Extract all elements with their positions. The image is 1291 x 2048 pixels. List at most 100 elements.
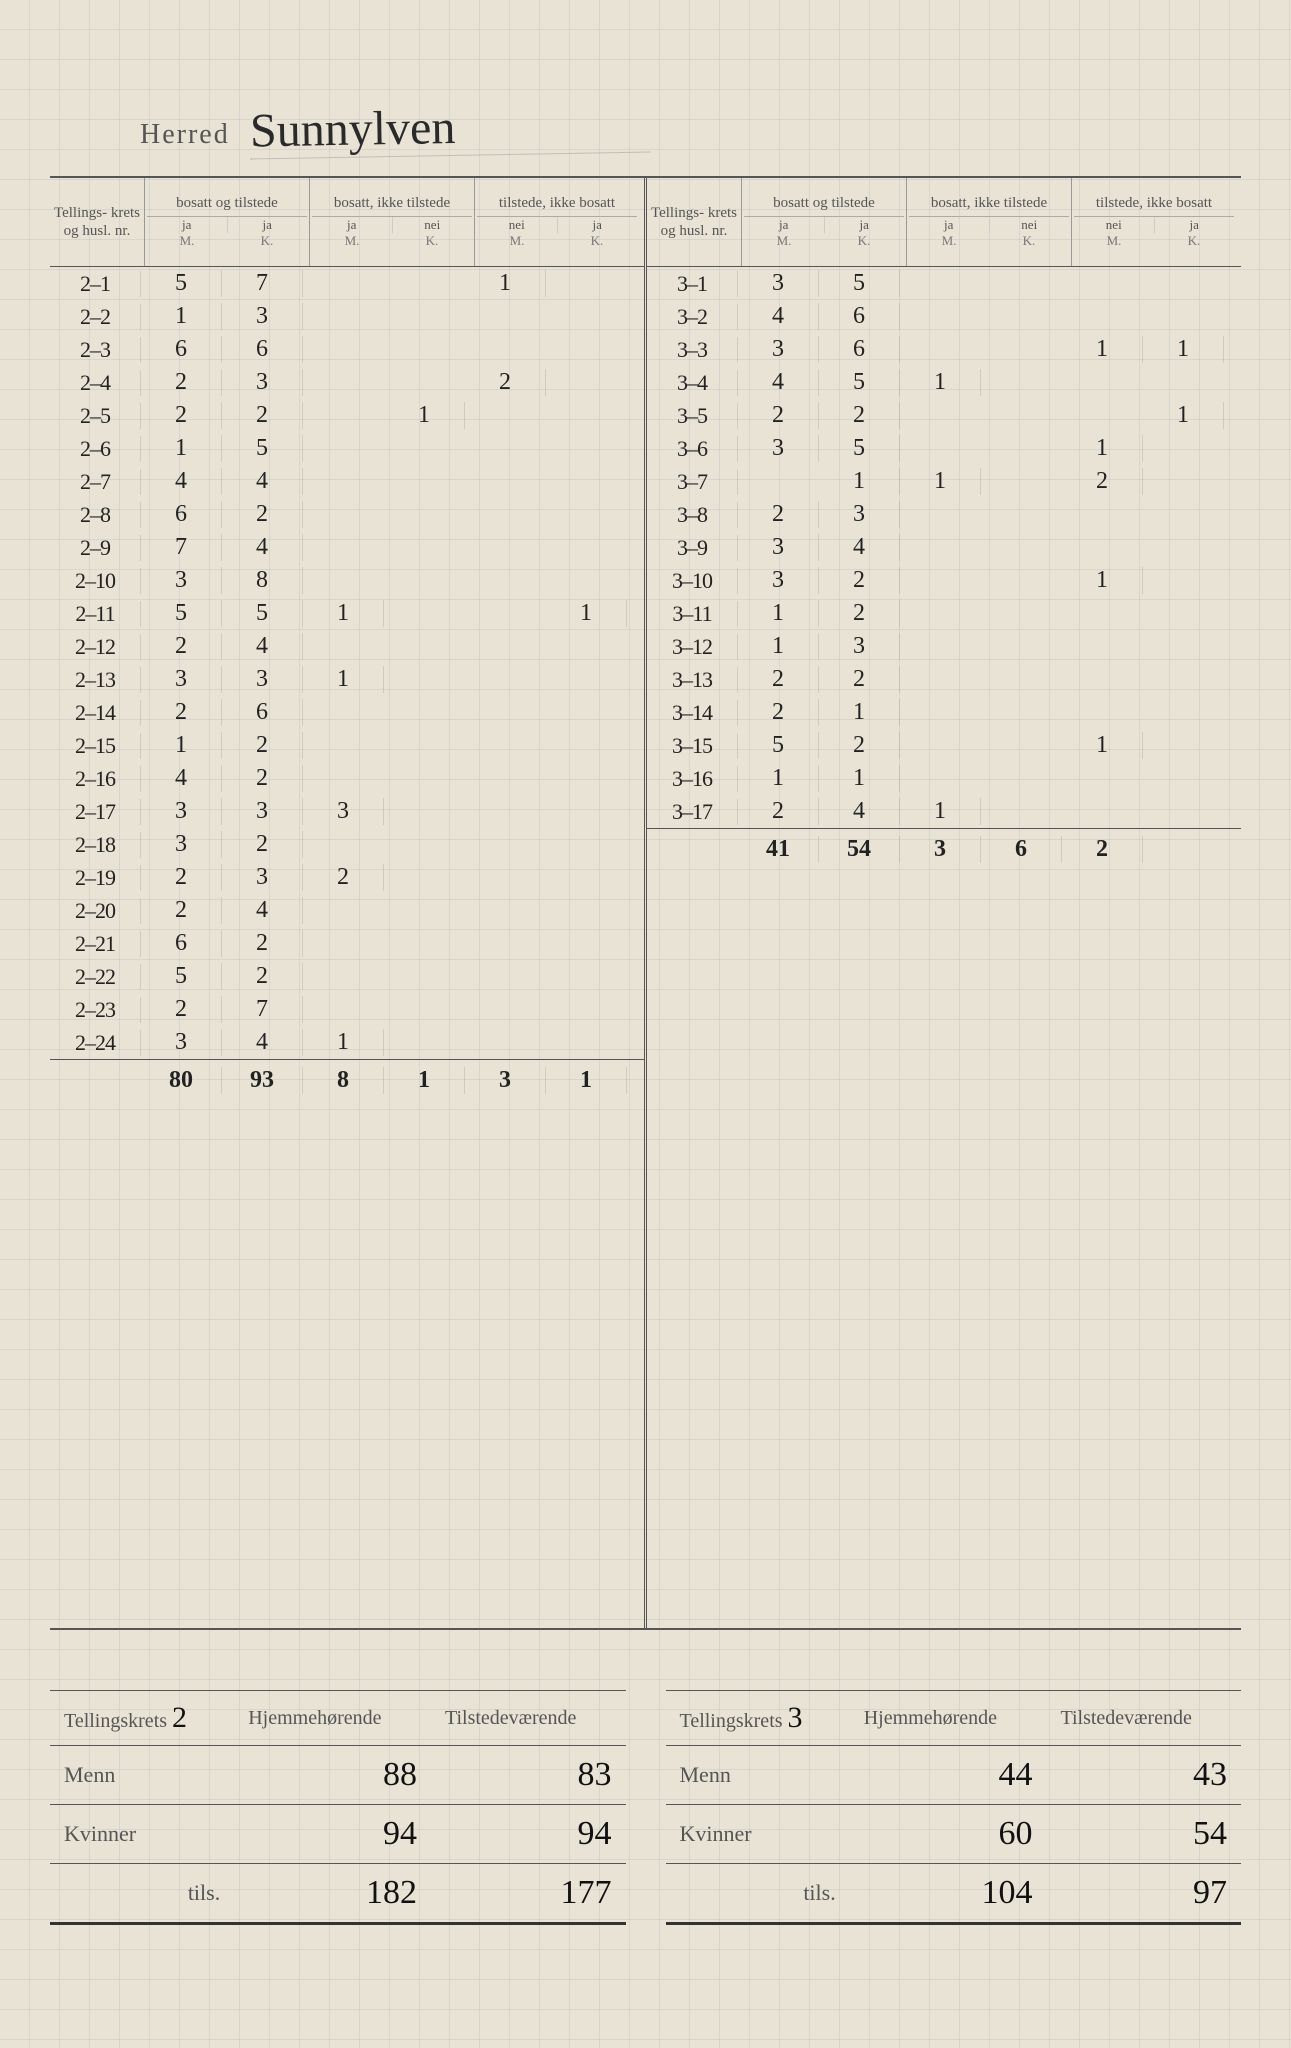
g2r-mk1: K.	[989, 233, 1069, 249]
sr-tils-label: tils.	[666, 1864, 850, 1924]
cell-value: 2	[141, 369, 222, 396]
sr-krets-num: 3	[788, 1701, 803, 1734]
table-row: 3–15521	[647, 729, 1241, 762]
cell-value: 2	[819, 402, 900, 429]
summary-right: Tellingskrets 3 Hjemmehørende Tilstedevæ…	[666, 1690, 1242, 1925]
sl-menn-h: 88	[234, 1746, 431, 1805]
sr-krets-label: Tellingskrets	[680, 1710, 783, 1732]
sr-menn-label: Menn	[666, 1746, 850, 1805]
cell-value: 3	[222, 369, 303, 396]
table-row: 3–135	[647, 267, 1241, 300]
herred-line: Herred Sunnylven	[140, 100, 1241, 156]
table-row: 2–4232	[50, 366, 644, 399]
table-row: 3–17241	[647, 795, 1241, 828]
g3r-sub0: nei	[1074, 217, 1155, 233]
g2-mk1: K.	[392, 233, 472, 249]
table-row: 2–115511	[50, 597, 644, 630]
row-id: 2–24	[50, 1030, 141, 1056]
cell-value: 1	[900, 798, 981, 825]
cell-value: 4	[141, 468, 222, 495]
cell-value: 1	[1143, 336, 1224, 363]
cell-value: 2	[819, 567, 900, 594]
col-group2-r: bosatt, ikke tilstede janei M.K.	[907, 178, 1072, 266]
cell-value: 4	[819, 534, 900, 561]
cell-value: 2	[222, 930, 303, 957]
cell-value: 5	[141, 963, 222, 990]
table-row: 2–1038	[50, 564, 644, 597]
col-id-label: Tellings- krets og husl. nr.	[50, 178, 145, 266]
cell-value: 1	[546, 600, 627, 627]
cell-value: 2	[141, 633, 222, 660]
right-half: Tellings- krets og husl. nr. bosatt og t…	[647, 178, 1241, 1628]
cell-value: 3	[141, 666, 222, 693]
g3r-title: tilstede, ikke bosatt	[1096, 195, 1212, 212]
row-id: 2–22	[50, 964, 141, 990]
table-row: 2–744	[50, 465, 644, 498]
sr-kvinner-t: 54	[1046, 1805, 1241, 1864]
cell-value: 7	[222, 270, 303, 297]
cell-value: 2	[141, 897, 222, 924]
g3-sub1: ja	[558, 217, 638, 233]
cell-value: 3	[819, 501, 900, 528]
cell-value: 4	[222, 897, 303, 924]
table-row: 2–5221	[50, 399, 644, 432]
sl-row-kvinner: Kvinner 94 94	[50, 1805, 626, 1864]
row-id: 2–13	[50, 667, 141, 693]
row-id: 2–16	[50, 766, 141, 792]
cell-value: 1	[738, 600, 819, 627]
cell-value: 2	[738, 798, 819, 825]
g2r-sub1: nei	[990, 217, 1070, 233]
cell-value: 8	[222, 567, 303, 594]
table-row: 2–615	[50, 432, 644, 465]
summary-section: Tellingskrets 2 Hjemmehørende Tilstedevæ…	[50, 1690, 1241, 1925]
cell-value: 3	[222, 303, 303, 330]
g2r-title: bosatt, ikke tilstede	[931, 195, 1047, 212]
cell-value: 3	[222, 666, 303, 693]
col-group3: tilstede, ikke bosatt neija M.K.	[475, 178, 639, 266]
cell-value: 2	[465, 369, 546, 396]
row-id: 3–11	[647, 601, 738, 627]
row-id: 2–21	[50, 931, 141, 957]
left-header: Tellings- krets og husl. nr. bosatt og t…	[50, 178, 644, 267]
table-row: 2–1642	[50, 762, 644, 795]
g1r-title: bosatt og tilstede	[773, 195, 875, 212]
cell-value: 1	[303, 600, 384, 627]
cell-value: 2	[1062, 468, 1143, 495]
row-id: 2–12	[50, 634, 141, 660]
cell-value: 7	[141, 534, 222, 561]
cell-value: 3	[738, 567, 819, 594]
total-value: 80	[141, 1067, 222, 1094]
cell-value: 1	[1143, 402, 1224, 429]
g1-mk0: M.	[147, 233, 227, 249]
row-id: 2–14	[50, 700, 141, 726]
cell-value: 5	[819, 270, 900, 297]
table-row: 2–1512	[50, 729, 644, 762]
cell-value: 5	[819, 435, 900, 462]
cell-value: 3	[738, 435, 819, 462]
sr-tils-t: 97	[1046, 1864, 1241, 1924]
sl-tils-h: 182	[234, 1864, 431, 1924]
total-value: 54	[819, 836, 900, 863]
sr-krets: Tellingskrets 3	[666, 1691, 850, 1746]
table-row: 2–1224	[50, 630, 644, 663]
cell-value: 3	[738, 336, 819, 363]
g1r-mk1: K.	[824, 233, 904, 249]
table-row: 3–934	[647, 531, 1241, 564]
cell-value: 1	[1062, 732, 1143, 759]
table-row: 2–213	[50, 300, 644, 333]
left-data-area: 2–15712–2132–3662–42322–52212–6152–7442–…	[50, 267, 644, 1628]
cell-value: 3	[141, 567, 222, 594]
g1-sub1: ja	[228, 217, 308, 233]
table-row: 3–1112	[647, 597, 1241, 630]
cell-value: 4	[222, 534, 303, 561]
cell-value: 3	[738, 534, 819, 561]
row-id: 3–8	[647, 502, 738, 528]
cell-value: 1	[738, 633, 819, 660]
sl-krets: Tellingskrets 2	[50, 1691, 234, 1746]
sl-row-menn: Menn 88 83	[50, 1746, 626, 1805]
cell-value: 6	[819, 303, 900, 330]
sr-row-tils: tils. 104 97	[666, 1864, 1242, 1924]
sr-col-t: Tilstedeværende	[1046, 1691, 1241, 1746]
cell-value: 2	[222, 963, 303, 990]
cell-value: 1	[141, 435, 222, 462]
